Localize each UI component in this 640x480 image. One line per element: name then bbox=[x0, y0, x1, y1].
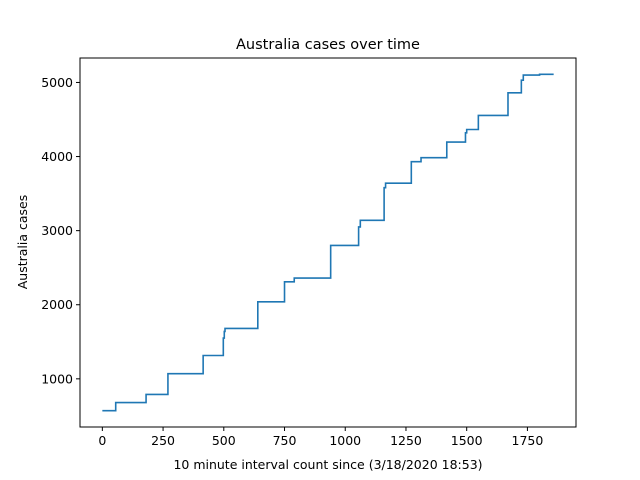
x-tick-label: 1000 bbox=[329, 433, 361, 448]
x-axis: 0 250 500 750 1000 1250 1500 1750 bbox=[98, 427, 543, 448]
y-axis-label: Australia cases bbox=[15, 195, 30, 290]
x-axis-label: 10 minute interval count since (3/18/202… bbox=[173, 457, 482, 472]
x-tick-label: 0 bbox=[98, 433, 106, 448]
plot-area bbox=[102, 73, 554, 412]
x-tick-label: 1500 bbox=[451, 433, 483, 448]
x-tick-label: 1750 bbox=[512, 433, 544, 448]
x-tick-label: 500 bbox=[212, 433, 236, 448]
series-line-0 bbox=[102, 73, 554, 412]
x-tick-label: 1250 bbox=[390, 433, 422, 448]
x-tick-label: 750 bbox=[273, 433, 297, 448]
y-tick-label: 5000 bbox=[41, 75, 73, 90]
y-tick-label: 4000 bbox=[41, 149, 73, 164]
y-tick-label: 3000 bbox=[41, 223, 73, 238]
y-axis: 1000 2000 3000 4000 5000 bbox=[41, 75, 80, 386]
y-tick-label: 1000 bbox=[41, 371, 73, 386]
y-tick-label: 2000 bbox=[41, 297, 73, 312]
chart-title: Australia cases over time bbox=[236, 37, 420, 53]
x-tick-label: 250 bbox=[151, 433, 175, 448]
plot-frame bbox=[79, 57, 577, 428]
